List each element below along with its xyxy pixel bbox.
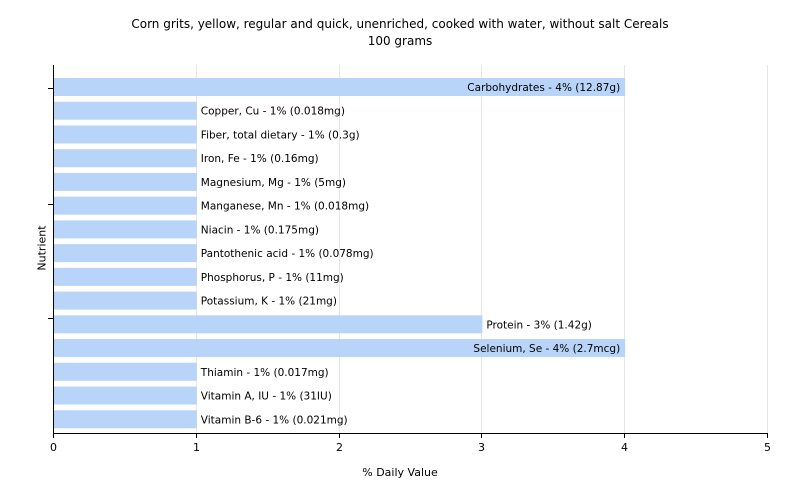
bar-label: Copper, Cu - 1% (0.018mg) (201, 106, 345, 118)
y-axis-label: Nutrient (35, 225, 49, 271)
bar-label: Magnesium, Mg - 1% (5mg) (201, 177, 346, 189)
bar (54, 410, 197, 429)
bar-label: Vitamin B-6 - 1% (0.021mg) (201, 414, 348, 426)
bar-label: Phosphorus, P - 1% (11mg) (201, 272, 344, 284)
bar (54, 220, 197, 239)
x-tick-label: 1 (193, 441, 200, 454)
x-tick-label: 5 (764, 441, 771, 454)
bar-label: Carbohydrates - 4% (12.87g) (467, 82, 620, 94)
bar (54, 125, 197, 144)
chart-subtitle: 100 grams (367, 34, 433, 48)
bar (54, 291, 197, 310)
bar (54, 315, 483, 334)
bar (54, 149, 197, 168)
x-tick-label: 2 (336, 441, 343, 454)
x-tick-label: 0 (50, 441, 57, 454)
bar-label: Niacin - 1% (0.175mg) (201, 224, 319, 236)
bar (54, 196, 197, 215)
bar-label: Potassium, K - 1% (21mg) (201, 296, 337, 308)
x-axis-label: % Daily Value (362, 466, 438, 479)
bar (54, 362, 197, 381)
bar-label: Protein - 3% (1.42g) (486, 319, 592, 331)
bar (54, 244, 197, 263)
bar-label: Manganese, Mn - 1% (0.018mg) (201, 201, 369, 213)
bar-label: Pantothenic acid - 1% (0.078mg) (201, 248, 374, 260)
bar (54, 101, 197, 120)
bar-label: Thiamin - 1% (0.017mg) (200, 367, 329, 379)
bar-label: Vitamin A, IU - 1% (31IU) (201, 391, 332, 403)
bar (54, 78, 626, 96)
bar (54, 339, 626, 358)
x-tick-label: 4 (621, 441, 628, 454)
bar-label: Fiber, total dietary - 1% (0.3g) (201, 129, 360, 141)
bar (54, 267, 197, 286)
bar (54, 172, 197, 191)
chart-title: Corn grits, yellow, regular and quick, u… (131, 17, 669, 31)
bar-label: Iron, Fe - 1% (0.16mg) (201, 153, 319, 165)
bar (54, 386, 197, 405)
bar-label: Selenium, Se - 4% (2.7mcg) (473, 343, 620, 355)
x-tick-label: 3 (478, 441, 485, 454)
